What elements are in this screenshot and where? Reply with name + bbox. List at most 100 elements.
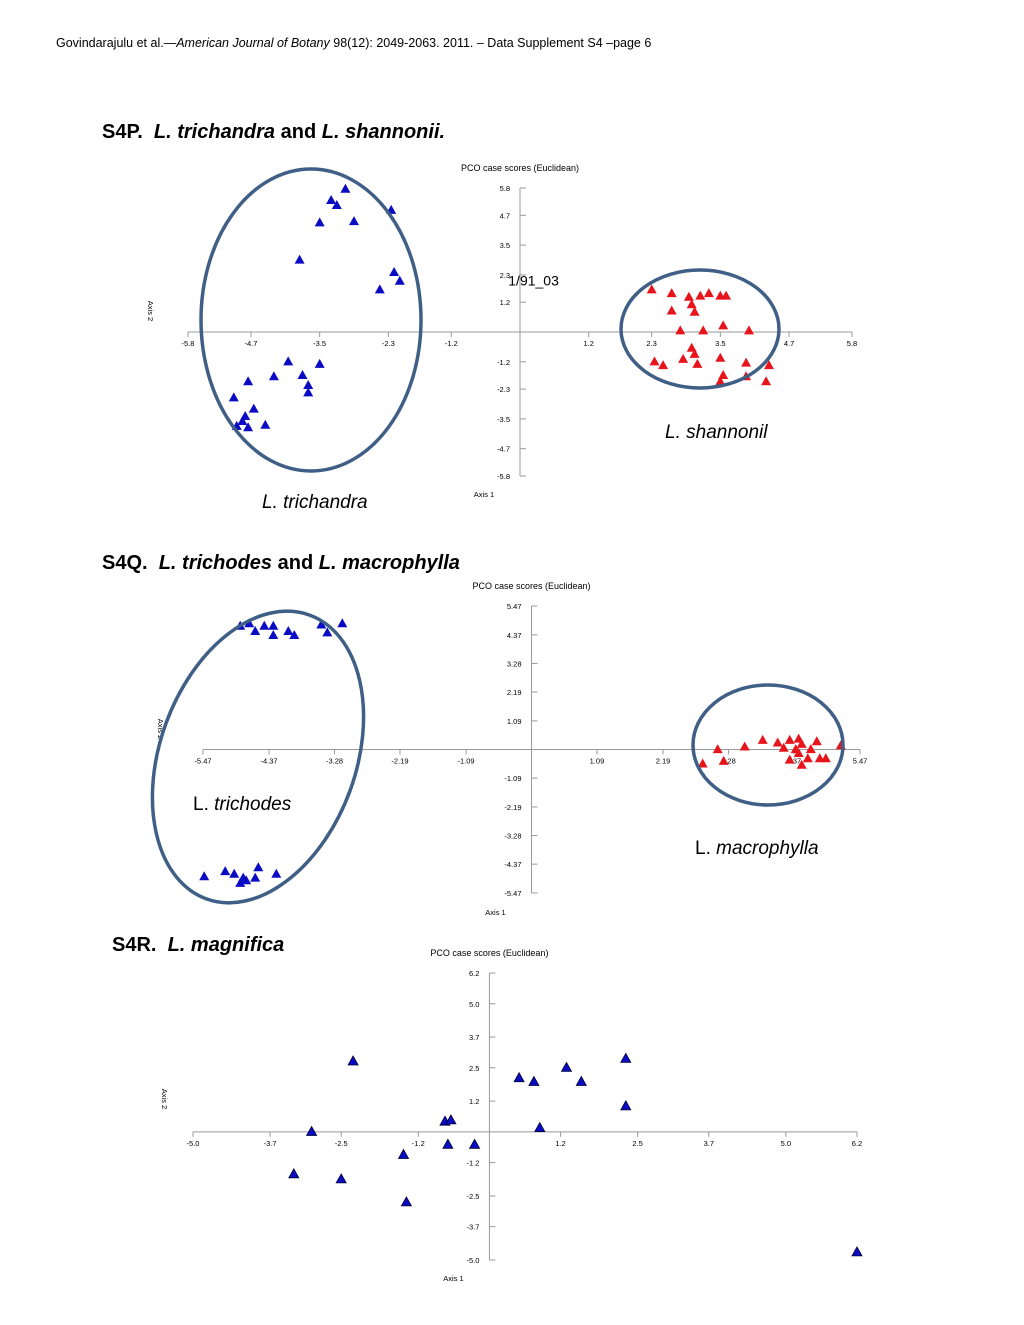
- x-tick-label: 4.7: [784, 339, 794, 348]
- cluster-ellipse: [691, 683, 845, 807]
- y-tick-label: -1.09: [504, 774, 521, 783]
- data-point-red: [649, 356, 660, 366]
- data-point-red: [666, 288, 677, 298]
- x-tick-label: -1.09: [457, 757, 474, 766]
- x-tick-label: 5.47: [853, 757, 868, 766]
- y-tick-label: 3.5: [500, 241, 510, 250]
- data-point-blue: [259, 620, 270, 630]
- x-tick-label: -5.47: [194, 757, 211, 766]
- y-tick-label: 3.7: [469, 1033, 479, 1042]
- data-point-blue: [620, 1099, 632, 1111]
- data-point-blue: [294, 254, 305, 264]
- header-journal: American Journal of Botany: [176, 36, 330, 50]
- data-point-red: [796, 759, 807, 769]
- data-point-blue: [620, 1052, 632, 1063]
- y-tick-label: 2.5: [469, 1064, 479, 1073]
- data-point-blue: [560, 1061, 573, 1072]
- y-axis-label: Axis 2: [156, 719, 165, 739]
- x-tick-label: -2.5: [335, 1139, 348, 1148]
- y-tick-label: -3.5: [497, 415, 510, 424]
- x-tick-label: -4.37: [261, 757, 278, 766]
- y-tick-label: -1.2: [466, 1159, 479, 1168]
- section-code: S4Q.: [102, 552, 148, 574]
- data-point-red: [715, 376, 726, 386]
- header-authors: Govindarajulu et al.—: [56, 36, 177, 50]
- data-point-blue: [250, 626, 261, 635]
- data-point-blue: [468, 1138, 481, 1149]
- y-tick-label: 1.2: [469, 1097, 479, 1106]
- data-point-blue: [268, 371, 279, 381]
- data-point-red: [718, 320, 729, 330]
- species-annotation: L. trichandra: [262, 492, 368, 513]
- data-point-blue: [400, 1196, 413, 1207]
- data-point-red: [784, 754, 795, 764]
- data-point-red: [697, 758, 708, 768]
- annotation-prefix: L.: [193, 794, 214, 815]
- data-point-red: [761, 376, 772, 386]
- chart-title: PCO case scores (Euclidean): [461, 163, 579, 173]
- annotation-species: macrophylla: [716, 838, 818, 859]
- species-name: L. shannonii.: [321, 121, 446, 143]
- data-point-blue: [331, 200, 342, 209]
- data-point-red: [695, 290, 706, 300]
- annotation-species: L. shannonil: [665, 422, 768, 443]
- y-tick-label: 2.19: [507, 688, 522, 697]
- data-point-blue: [337, 618, 348, 628]
- data-point-blue: [244, 618, 255, 628]
- point-label: 1/91_03: [508, 273, 559, 289]
- y-tick-label: -2.3: [497, 385, 510, 394]
- data-point-blue: [237, 416, 248, 425]
- data-point-blue: [349, 216, 359, 226]
- data-point-blue: [326, 195, 337, 204]
- data-point-blue: [314, 217, 325, 227]
- annotation-species: L. trichandra: [262, 492, 368, 513]
- x-tick-label: 2.3: [646, 339, 656, 348]
- data-point-blue: [322, 627, 333, 637]
- data-point-red: [784, 734, 795, 744]
- x-tick-label: -5.0: [187, 1139, 200, 1148]
- x-axis-label: Axis 1: [443, 1274, 463, 1283]
- x-tick-label: 2.5: [632, 1139, 642, 1148]
- cluster-ellipse: [199, 167, 423, 473]
- y-tick-label: 4.7: [500, 211, 510, 220]
- data-point-red: [793, 748, 804, 757]
- data-point-red: [712, 744, 723, 754]
- y-tick-label: 1.09: [507, 717, 522, 726]
- data-point-blue: [397, 1148, 410, 1159]
- data-point-blue: [220, 866, 231, 876]
- data-point-blue: [289, 630, 300, 639]
- chart-title: PCO case scores (Euclidean): [430, 948, 548, 958]
- data-point-red: [675, 325, 686, 335]
- y-tick-label: -1.2: [497, 358, 510, 367]
- data-point-blue: [442, 1138, 454, 1149]
- species-annotation: L. trichodes: [193, 794, 292, 815]
- data-point-red: [646, 284, 657, 294]
- x-tick-label: -2.3: [382, 339, 395, 348]
- x-tick-label: -3.28: [326, 757, 343, 766]
- data-point-blue: [445, 1114, 457, 1125]
- data-point-blue: [316, 619, 327, 629]
- y-tick-label: -4.37: [504, 860, 521, 869]
- data-point-red: [796, 738, 807, 748]
- y-tick-label: 2.3: [500, 271, 510, 280]
- pco-plot-s4p: PCO case scores (Euclidean) -5.8 -4.7 -3.5 -…: [146, 163, 857, 513]
- data-point-blue: [283, 356, 294, 366]
- data-point-red: [703, 288, 714, 298]
- data-point-red: [718, 370, 729, 379]
- x-tick-label: -5.8: [182, 339, 195, 348]
- y-tick-label: 4.37: [507, 631, 522, 640]
- data-point-red: [715, 352, 726, 362]
- y-tick-label: 5.8: [500, 184, 510, 193]
- section-title-s4p: S4P. L. trichandra and L. shannonii.: [102, 121, 445, 144]
- x-tick-label: -1.2: [412, 1139, 425, 1148]
- header-citation: 98(12): 2049-2063. 2011. – Data Suppleme…: [329, 36, 652, 50]
- x-axis-label: Axis 1: [485, 908, 505, 917]
- data-point-blue: [283, 626, 294, 635]
- section-code: S4P.: [102, 121, 143, 143]
- data-point-red: [772, 737, 783, 747]
- data-point-blue: [199, 871, 210, 881]
- data-point-blue: [248, 403, 259, 413]
- data-point-blue: [513, 1071, 525, 1083]
- x-tick-label: 2.19: [656, 757, 671, 766]
